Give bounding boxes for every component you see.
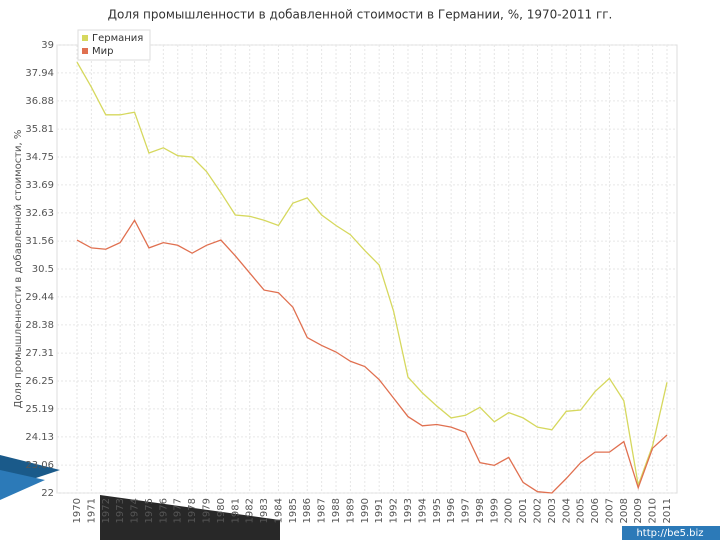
x-tick-label: 1992 <box>389 498 400 523</box>
y-tick-label: 29.44 <box>25 292 54 303</box>
x-tick-label: 1996 <box>446 498 457 523</box>
x-tick-label: 1990 <box>360 498 371 523</box>
x-tick-label: 2010 <box>648 498 659 523</box>
x-tick-label: 1983 <box>259 498 270 523</box>
x-tick-label: 2008 <box>619 498 630 523</box>
x-tick-label: 1984 <box>273 498 284 523</box>
x-tick-label: 1972 <box>101 498 112 523</box>
y-tick-label: 30.5 <box>32 264 54 275</box>
y-tick-label: 22 <box>41 488 54 499</box>
x-tick-label: 1985 <box>288 498 299 523</box>
y-tick-label: 24.13 <box>25 432 54 443</box>
x-tick-label: 1997 <box>461 498 472 523</box>
x-tick-label: 1973 <box>115 498 126 523</box>
y-tick-label: 25.19 <box>25 404 54 415</box>
y-tick-label: 36.88 <box>25 96 54 107</box>
x-tick-label: 1981 <box>230 498 241 523</box>
x-tick-label: 1979 <box>202 498 213 523</box>
y-tick-label: 39 <box>41 40 54 51</box>
x-tick-label: 1982 <box>245 498 256 523</box>
x-tick-label: 1977 <box>173 498 184 523</box>
x-tick-label: 2004 <box>561 498 572 523</box>
x-tick-label: 2007 <box>604 498 615 523</box>
x-tick-label: 1998 <box>475 498 486 523</box>
x-tick-label: 1994 <box>417 498 428 523</box>
y-axis-label: Доля промышленности в добавленной стоимо… <box>13 130 24 409</box>
x-tick-label: 1986 <box>302 498 313 523</box>
x-tick-label: 2000 <box>504 498 515 523</box>
x-tick-label: 1993 <box>403 498 414 523</box>
x-tick-label: 1971 <box>86 498 97 523</box>
chart-title: Доля промышленности в добавленной стоимо… <box>108 8 613 22</box>
y-tick-label: 37.94 <box>25 68 54 79</box>
decor <box>0 470 45 500</box>
x-tick-label: 2011 <box>662 498 673 523</box>
legend-box <box>77 29 151 61</box>
y-tick-label: 32.63 <box>25 208 54 219</box>
x-tick-label: 1999 <box>489 498 500 523</box>
y-tick-label: 34.75 <box>25 152 54 163</box>
x-tick-label: 2009 <box>633 498 644 523</box>
legend-swatch <box>82 48 88 54</box>
series-line <box>76 61 668 488</box>
x-tick-label: 1974 <box>130 498 141 523</box>
y-tick-label: 26.25 <box>25 376 54 387</box>
x-tick-label: 2006 <box>590 498 601 523</box>
series-line <box>76 218 668 494</box>
legend-label: Мир <box>92 46 113 57</box>
watermark-bg <box>622 526 720 540</box>
x-tick-label: 1976 <box>158 498 169 523</box>
x-tick-label: 1995 <box>432 498 443 523</box>
x-tick-label: 2001 <box>518 498 529 523</box>
x-tick-label: 2002 <box>532 498 543 523</box>
y-tick-label: 27.31 <box>25 348 54 359</box>
x-tick-label: 1989 <box>345 498 356 523</box>
watermark: http://be5.biz <box>636 528 703 539</box>
legend-label: Германия <box>92 33 143 44</box>
x-tick-label: 1987 <box>317 498 328 523</box>
x-tick-label: 1988 <box>331 498 342 523</box>
x-tick-label: 1975 <box>144 498 155 523</box>
y-tick-label: 31.56 <box>25 236 54 247</box>
x-tick-label: 2005 <box>576 498 587 523</box>
y-tick-label: 35.81 <box>25 124 54 135</box>
legend-swatch <box>82 35 88 41</box>
x-tick-label: 1978 <box>187 498 198 523</box>
y-tick-label: 23.06 <box>25 460 54 471</box>
y-tick-label: 33.69 <box>25 180 54 191</box>
y-tick-label: 28.38 <box>25 320 54 331</box>
x-tick-label: 2003 <box>547 498 558 523</box>
x-tick-label: 1970 <box>72 498 83 523</box>
decor <box>100 495 280 540</box>
x-tick-label: 1980 <box>216 498 227 523</box>
x-tick-label: 1991 <box>374 498 385 523</box>
